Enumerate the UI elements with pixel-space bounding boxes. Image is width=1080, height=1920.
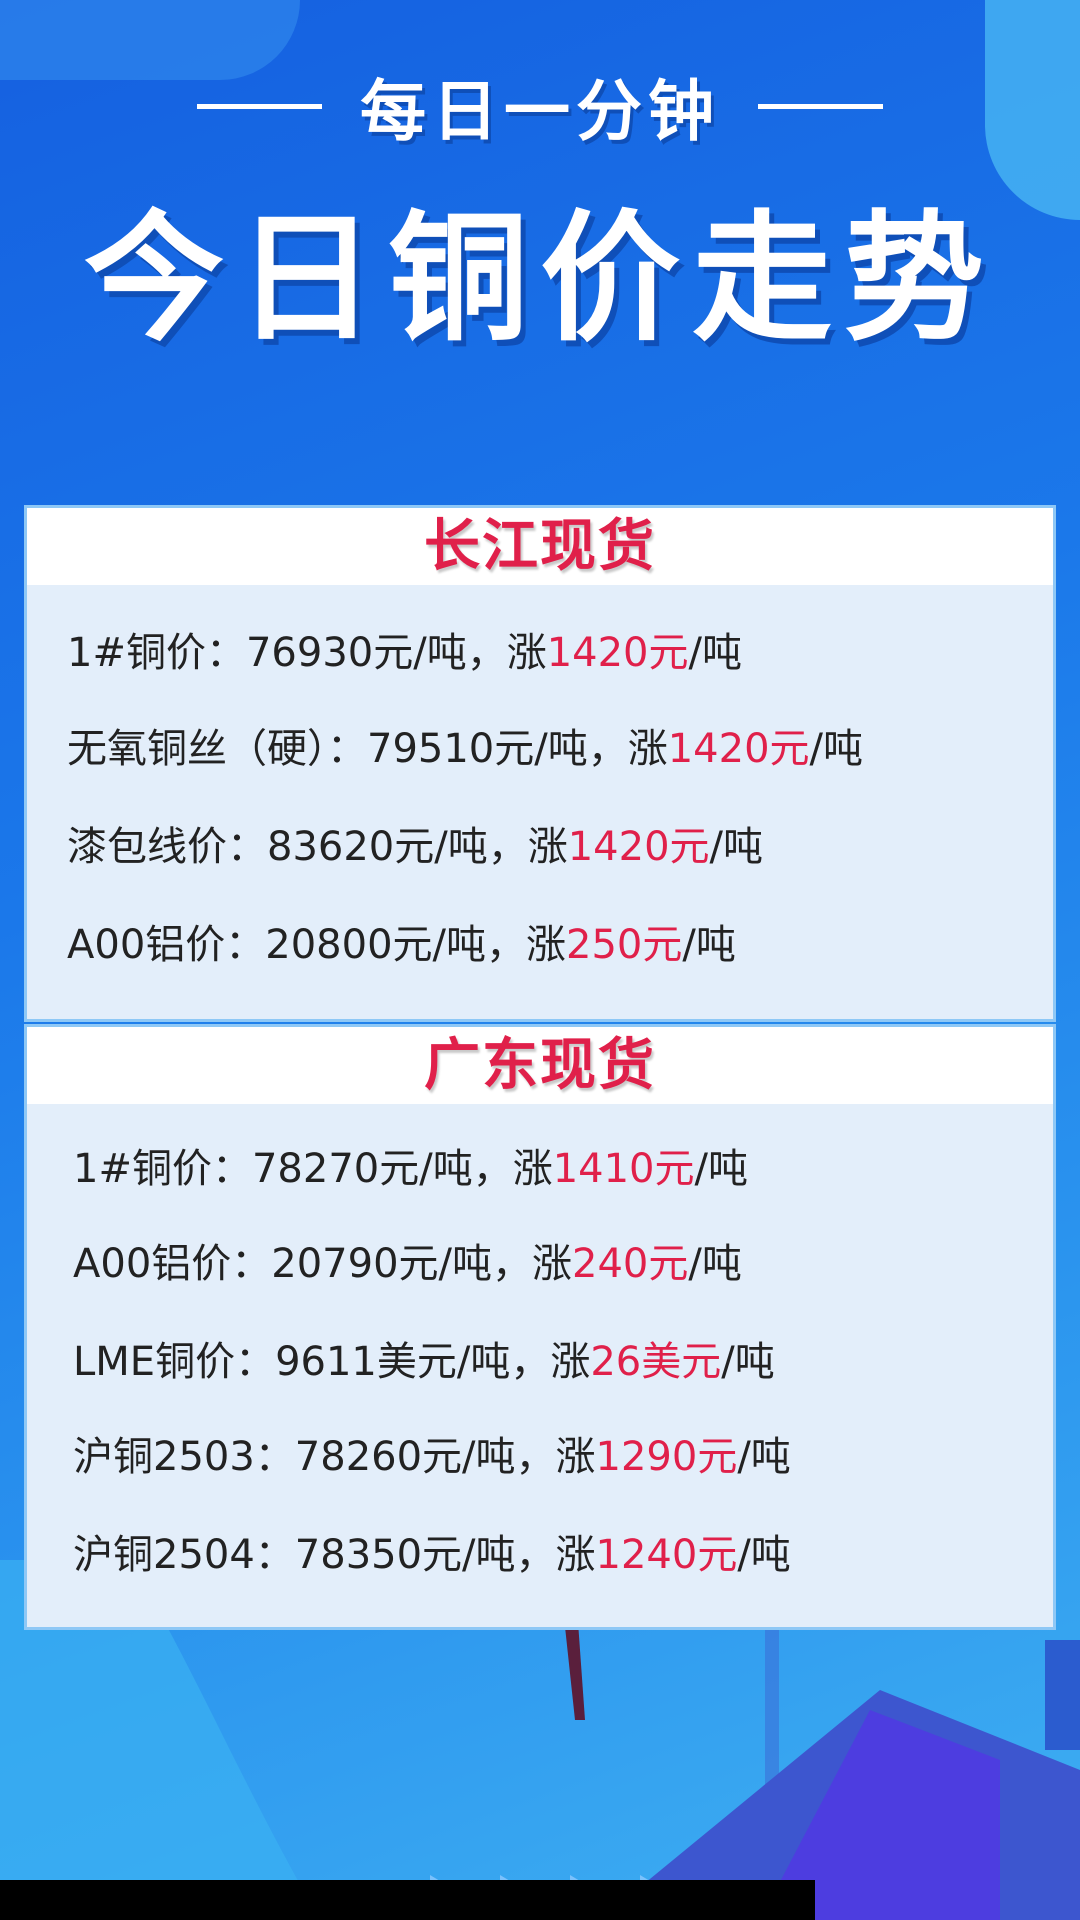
office-illustration <box>0 1560 1080 1920</box>
row-label: 无氧铜丝（硬）： <box>67 726 367 772</box>
price-row: 沪铜2503：78260元/吨，涨1290元/吨 <box>73 1433 791 1481</box>
row-label: 1#铜价： <box>73 1146 252 1192</box>
price-row: A00铝价：20800元/吨，涨250元/吨 <box>67 921 736 969</box>
row-price: 76930元/吨，涨 <box>245 630 547 676</box>
price-row: 沪铜2504：78350元/吨，涨1240元/吨 <box>73 1531 791 1579</box>
row-price: 78270元/吨，涨 <box>251 1146 553 1192</box>
row-price: 20790元/吨，涨 <box>271 1241 572 1287</box>
row-unit: /吨 <box>737 1434 791 1480</box>
row-label: 沪铜2504： <box>73 1532 295 1578</box>
price-row: 1#铜价：76930元/吨，涨1420元/吨 <box>67 629 742 677</box>
divider-right <box>758 103 883 109</box>
row-price: 83620元/吨，涨 <box>267 824 568 870</box>
subtitle-bar: 每日一分钟 <box>0 58 1080 154</box>
row-change: 1290元 <box>595 1434 738 1480</box>
row-unit: /吨 <box>682 922 736 968</box>
row-unit: /吨 <box>694 1146 748 1192</box>
price-row: LME铜价：9611美元/吨，涨26美元/吨 <box>73 1338 775 1386</box>
row-label: A00铝价： <box>67 922 266 968</box>
row-price: 79510元/吨，涨 <box>367 726 668 772</box>
row-label: 1#铜价： <box>67 630 246 676</box>
bottom-black-bar <box>0 1880 815 1920</box>
row-change: 1410元 <box>552 1146 695 1192</box>
divider-left <box>197 103 322 109</box>
row-change: 1420元 <box>546 630 689 676</box>
page-title: 今日铜价走势 <box>83 198 996 361</box>
row-price: 9611美元/吨，涨 <box>275 1339 591 1385</box>
section-changjiang: 长江现货 1#铜价：76930元/吨，涨1420元/吨 无氧铜丝（硬）：7951… <box>27 508 1053 1019</box>
row-label: 漆包线价： <box>67 824 267 870</box>
row-change: 1240元 <box>595 1532 738 1578</box>
row-unit: /吨 <box>688 630 742 676</box>
section-guangdong: 广东现货 1#铜价：78270元/吨，涨1410元/吨 A00铝价：20790元… <box>27 1027 1053 1627</box>
row-unit: /吨 <box>737 1532 791 1578</box>
price-row: A00铝价：20790元/吨，涨240元/吨 <box>73 1240 742 1288</box>
row-unit: /吨 <box>721 1339 775 1385</box>
row-price: 20800元/吨，涨 <box>265 922 566 968</box>
price-row: 1#铜价：78270元/吨，涨1410元/吨 <box>73 1145 748 1193</box>
row-unit: /吨 <box>709 824 764 870</box>
price-row: 无氧铜丝（硬）：79510元/吨，涨1420元/吨 <box>67 725 863 773</box>
row-price: 78260元/吨，涨 <box>294 1434 596 1480</box>
row-change: 250元 <box>566 922 683 968</box>
row-price: 78350元/吨，涨 <box>294 1532 596 1578</box>
subtitle: 每日一分钟 <box>360 73 720 150</box>
section-title: 广东现货 <box>27 1027 1053 1104</box>
row-change: 26美元 <box>590 1339 722 1385</box>
row-label: A00铝价： <box>73 1241 272 1287</box>
row-unit: /吨 <box>688 1241 742 1287</box>
section-title: 长江现货 <box>27 508 1053 585</box>
row-unit: /吨 <box>809 726 864 772</box>
row-label: 沪铜2503： <box>73 1434 295 1480</box>
row-change: 240元 <box>572 1241 689 1287</box>
row-label: LME铜价： <box>73 1339 276 1385</box>
row-change: 1420元 <box>567 824 710 870</box>
decor-bubble <box>0 0 300 80</box>
row-change: 1420元 <box>667 726 810 772</box>
price-row: 漆包线价：83620元/吨，涨1420元/吨 <box>67 823 763 871</box>
